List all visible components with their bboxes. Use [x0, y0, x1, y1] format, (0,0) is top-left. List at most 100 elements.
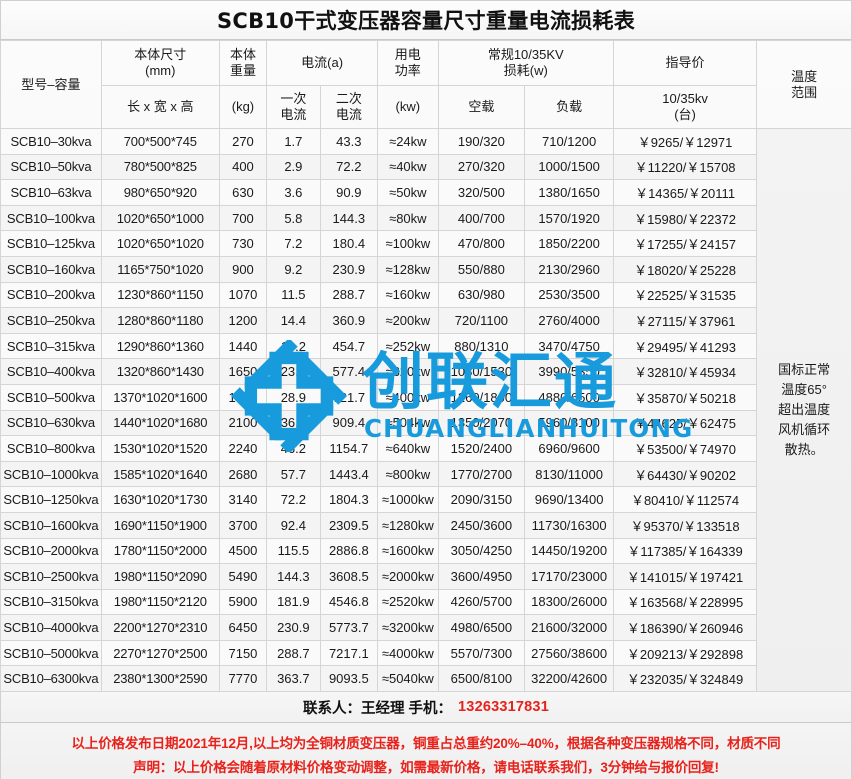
cell-price: ￥27115/￥37961 [612, 307, 758, 334]
cell-weight: 700 [218, 204, 268, 232]
cell-dimensions: 1280*860*1180 [100, 307, 220, 334]
col-header-model: 型号–容量 [0, 40, 102, 129]
cell-noload-loss: 630/980 [437, 281, 526, 309]
cell-power: ≈2000kw [377, 563, 439, 590]
cell-power: ≈400kw [377, 383, 439, 411]
col-header-dims-unit: (mm) [145, 63, 176, 78]
table-row: SCB10–5000kva 2270*1270*2500 7150 288.7 7217… [0, 639, 852, 667]
col-header-temp-label2: 范围 [791, 84, 818, 100]
cell-dimensions: 780*500*825 [100, 153, 220, 181]
col-subheader-price-l1: 10/35kv [662, 91, 708, 107]
cell-model: SCB10–200kva [0, 281, 102, 309]
cell-weight: 730 [218, 230, 268, 257]
cell-secondary-current: 1154.7 [319, 435, 379, 462]
cell-secondary-current: 2886.8 [319, 537, 379, 565]
cell-noload-loss: 470/800 [437, 230, 526, 257]
cell-price: ￥141015/￥197421 [612, 563, 758, 590]
table-row: SCB10–63kva 980*650*920 630 3.6 90.9 ≈50kw 320… [0, 179, 852, 206]
cell-weight: 6450 [218, 614, 268, 641]
cell-secondary-current: 2309.5 [319, 511, 379, 539]
cell-dimensions: 1020*650*1000 [100, 204, 220, 232]
page-title-bar: SCB10干式变压器容量尺寸重量电流损耗表 [0, 0, 852, 40]
col-header-loss-group: 常规10/35KV 损耗(w) [437, 40, 614, 86]
cell-secondary-current: 288.7 [319, 281, 379, 309]
cell-model: SCB10–125kva [0, 230, 102, 257]
cell-dimensions: 2380*1300*2590 [100, 665, 220, 693]
cell-model: SCB10–1600kva [0, 511, 102, 539]
cell-model: SCB10–400kva [0, 358, 102, 385]
cell-load-loss: 5960/8100 [524, 409, 614, 437]
cell-weight: 3700 [218, 511, 268, 539]
col-header-temp-label: 温度 [791, 68, 818, 84]
cell-primary-current: 363.7 [266, 665, 321, 693]
table-row: SCB10–125kva 1020*650*1020 730 7.2 180.4 ≈100… [0, 230, 852, 257]
cell-price: ￥209213/￥292898 [612, 639, 758, 667]
cell-secondary-current: 230.9 [319, 255, 379, 283]
cell-primary-current: 92.4 [266, 511, 321, 539]
cell-model: SCB10–63kva [0, 179, 102, 206]
cell-price: ￥95370/￥133518 [612, 511, 758, 539]
cell-noload-loss: 400/700 [437, 204, 526, 232]
table-row: SCB10–50kva 780*500*825 400 2.9 72.2 ≈40kw 270… [0, 153, 852, 181]
cell-price: ￥163568/￥228995 [612, 588, 758, 616]
cell-power: ≈3200kw [377, 614, 439, 641]
col-subheader-price-l2: (台) [674, 107, 696, 122]
table-row: SCB10–2500kva 1980*1150*2090 5490 144.3 3608… [0, 563, 852, 590]
cell-secondary-current: 577.4 [319, 358, 379, 385]
col-subheader-current-secondary-l1: 二次 [335, 91, 362, 107]
cell-secondary-current: 1443.4 [319, 460, 379, 488]
contact-phone[interactable]: 13263317831 [458, 699, 549, 716]
cell-model: SCB10–3150kva [0, 588, 102, 616]
col-subheader-current-primary: 一次 电流 [266, 85, 321, 129]
cell-model: SCB10–800kva [0, 435, 102, 462]
table-row: SCB10–1000kva 1585*1020*1640 2680 57.7 1443.… [0, 460, 852, 488]
cell-load-loss: 2760/4000 [524, 307, 614, 334]
cell-secondary-current: 4546.8 [319, 588, 379, 616]
cell-model: SCB10–315kva [0, 332, 102, 360]
col-subheader-price: 10/35kv (台) [612, 85, 758, 129]
col-header-weight-label: 本体 [229, 47, 256, 63]
cell-load-loss: 2130/2960 [524, 255, 614, 283]
cell-power: ≈100kw [377, 230, 439, 257]
table-row: SCB10–30kva 700*500*745 270 1.7 43.3 ≈24kw 190… [0, 127, 852, 693]
contact-label: 联系人：王经理 手机： [303, 700, 453, 717]
cell-model: SCB10–4000kva [0, 614, 102, 641]
col-header-current-group: 电流(a) [266, 40, 379, 86]
col-header-weight: 本体 重量 [218, 40, 268, 86]
cell-power: ≈1000kw [377, 486, 439, 513]
cell-price: ￥18020/￥25228 [612, 255, 758, 283]
cell-power: ≈504kw [377, 409, 439, 437]
cell-secondary-current: 144.3 [319, 204, 379, 232]
cell-secondary-current: 43.3 [319, 128, 379, 155]
cell-noload-loss: 720/1100 [437, 307, 526, 334]
cell-temperature-range: 国标正常 温度65° 超出温度 风机循环 散热。 [756, 127, 852, 693]
temperature-note-line: 风机循环 [778, 422, 831, 438]
cell-secondary-current: 180.4 [319, 230, 379, 257]
col-header-temp: 温度 范围 [756, 40, 852, 129]
cell-weight: 1200 [218, 307, 268, 334]
cell-load-loss: 11730/16300 [524, 511, 614, 539]
header-row-top: 型号–容量 本体尺寸 (mm) 本体 重量 电流(a) 用电 功率 [0, 40, 852, 129]
cell-weight: 900 [218, 255, 268, 283]
cell-price: ￥117385/￥164339 [612, 537, 758, 565]
cell-secondary-current: 454.7 [319, 332, 379, 360]
cell-load-loss: 14450/19200 [524, 537, 614, 565]
cell-model: SCB10–500kva [0, 383, 102, 411]
contact-bar: 联系人：王经理 手机： 13263317831 [0, 692, 852, 724]
cell-secondary-current: 909.4 [319, 409, 379, 437]
cell-weight: 400 [218, 153, 268, 181]
table-row: SCB10–200kva 1230*860*1150 1070 11.5 288.7 ≈1… [0, 281, 852, 309]
cell-price: ￥32810/￥45934 [612, 358, 758, 385]
cell-primary-current: 181.9 [266, 588, 321, 616]
header-row-sub: 长 x 宽 x 高 (kg) 一次 电流 二次 电流 (kw) 空载 负载 10… [1, 85, 852, 129]
col-subheader-weight-unit: (kg) [218, 85, 268, 129]
cell-weight: 5900 [218, 588, 268, 616]
cell-noload-loss: 3600/4950 [437, 563, 526, 590]
cell-dimensions: 1020*650*1020 [100, 230, 220, 257]
cell-secondary-current: 5773.7 [319, 614, 379, 641]
cell-dimensions: 980*650*920 [100, 179, 220, 206]
cell-weight: 4500 [218, 537, 268, 565]
table-row: SCB10–6300kva 2380*1300*2590 7770 363.7 9093… [0, 665, 852, 693]
cell-model: SCB10–630kva [0, 409, 102, 437]
